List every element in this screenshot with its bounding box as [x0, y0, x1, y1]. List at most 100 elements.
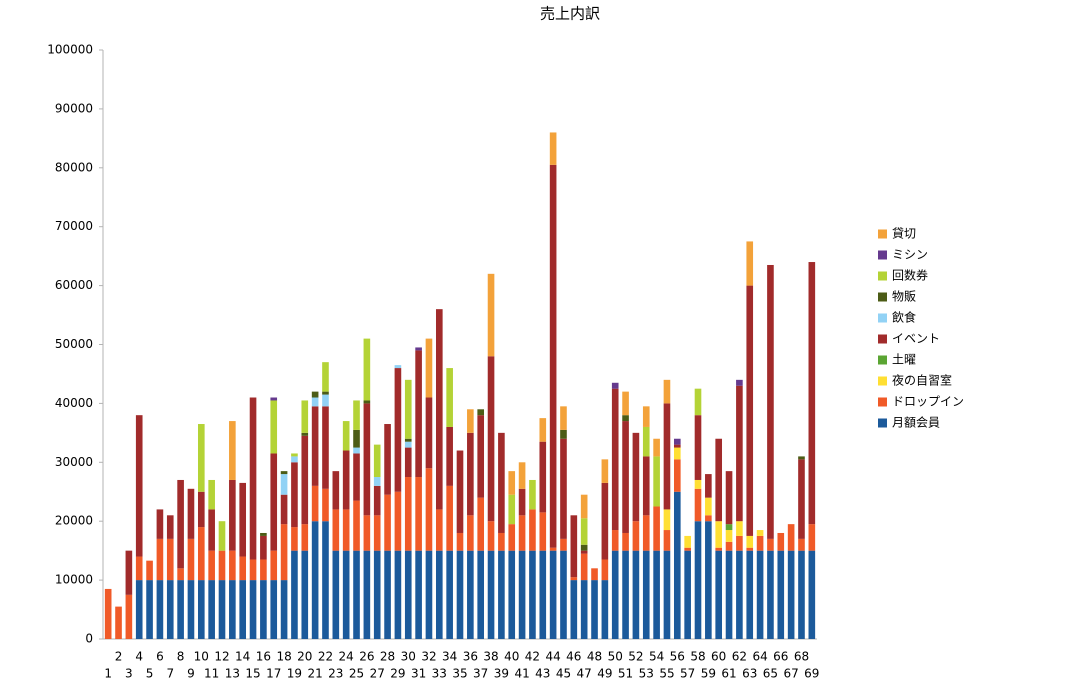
bar-segment — [404, 379, 412, 439]
bar-segment — [508, 550, 516, 639]
x-tick-label: 30 — [401, 650, 416, 664]
x-tick-label: 68 — [794, 650, 809, 664]
x-tick-label: 58 — [690, 650, 705, 664]
bar-segment — [715, 547, 723, 551]
x-tick-label: 63 — [742, 667, 757, 681]
legend-swatch — [878, 313, 887, 323]
legend-swatch — [878, 271, 887, 281]
x-tick-label: 50 — [608, 650, 623, 664]
x-tick-label: 24 — [339, 650, 354, 664]
bar-segment — [611, 550, 619, 639]
bar-segment — [291, 456, 298, 463]
bar-segment — [197, 424, 205, 492]
bar-segment — [332, 471, 340, 510]
bar-segment — [311, 391, 319, 398]
bar-segment — [632, 432, 640, 522]
bar-segment — [529, 550, 536, 639]
bar-segment — [311, 521, 319, 639]
bar-segment — [549, 547, 557, 551]
bar-segment — [404, 477, 412, 551]
bar-segment — [705, 515, 712, 522]
bar-segment — [518, 515, 526, 551]
legend-swatch — [878, 250, 887, 260]
bar-segment — [653, 506, 660, 551]
x-tick-label: 49 — [597, 667, 612, 681]
bar-segment — [694, 415, 702, 480]
y-tick-label: 0 — [85, 632, 93, 646]
bar-segment — [373, 477, 381, 486]
bar-segment — [384, 550, 391, 639]
bar-segment — [260, 580, 267, 639]
x-tick-label: 7 — [166, 667, 174, 681]
y-tick-label: 80000 — [55, 160, 93, 174]
x-tick-label: 45 — [556, 667, 571, 681]
bar-segment — [725, 530, 733, 542]
legend-label: 物販 — [892, 290, 916, 304]
bar-segment — [425, 468, 433, 551]
y-tick-label: 20000 — [55, 514, 93, 528]
bar-segment — [404, 438, 412, 442]
legend-swatch — [878, 355, 887, 365]
x-tick-label: 57 — [680, 667, 695, 681]
bar-segment — [229, 421, 236, 480]
bar-segment — [404, 447, 412, 478]
bar-segment — [218, 580, 226, 639]
x-tick-label: 42 — [525, 650, 540, 664]
x-tick-label: 56 — [670, 650, 685, 664]
x-tick-label: 23 — [328, 667, 343, 681]
bar-segment — [580, 580, 588, 639]
bar-segment — [529, 509, 536, 551]
bar-segment — [746, 535, 754, 548]
bar-segment — [725, 524, 733, 531]
bar-segment — [342, 450, 350, 510]
bar-segment — [560, 538, 567, 551]
bar-segment — [663, 509, 671, 531]
bar-segment — [446, 550, 453, 639]
legend-label: 土曜 — [892, 353, 916, 367]
bar-segment — [539, 418, 547, 442]
bar-segment — [353, 447, 360, 454]
bar-segment — [684, 535, 691, 548]
bar-segment — [663, 530, 671, 551]
bar-segment — [363, 515, 371, 551]
bar-segment — [394, 365, 402, 369]
bar-segment — [798, 456, 805, 460]
x-tick-label: 34 — [442, 650, 457, 664]
bar-segment — [601, 559, 609, 581]
bar-segment — [301, 435, 309, 525]
x-tick-label: 36 — [463, 650, 478, 664]
bar-segment — [311, 485, 319, 522]
bar-segment — [322, 521, 329, 639]
x-tick-label: 15 — [245, 667, 260, 681]
bar-segment — [270, 400, 278, 454]
bar-segment — [487, 273, 495, 357]
legend-swatch — [878, 292, 887, 302]
bar-segment — [394, 368, 402, 492]
bar-segment — [777, 550, 785, 639]
bar-segment — [373, 444, 381, 478]
bar-segment — [146, 560, 153, 581]
bar-segment — [798, 550, 805, 639]
bar-segment — [746, 285, 754, 536]
bar-segment — [156, 580, 164, 639]
bar-segment — [611, 382, 619, 389]
bar-segment — [342, 421, 350, 451]
bar-segment — [549, 164, 557, 548]
bar-segment — [415, 350, 422, 478]
x-tick-label: 19 — [287, 667, 302, 681]
x-tick-label: 44 — [545, 650, 560, 664]
bar-segment — [177, 479, 184, 569]
bar-segment — [291, 462, 298, 528]
bar-segment — [715, 438, 723, 522]
bar-segment — [560, 429, 567, 439]
x-tick-label: 16 — [256, 650, 271, 664]
x-tick-label: 27 — [370, 667, 385, 681]
bar-segment — [787, 550, 795, 639]
bar-segment — [663, 550, 671, 639]
bar-segment — [301, 432, 309, 436]
bar-segment — [736, 535, 743, 551]
x-tick-label: 21 — [307, 667, 322, 681]
bar-segment — [301, 400, 309, 433]
bar-segment — [373, 515, 381, 551]
bar-segment — [208, 550, 215, 581]
